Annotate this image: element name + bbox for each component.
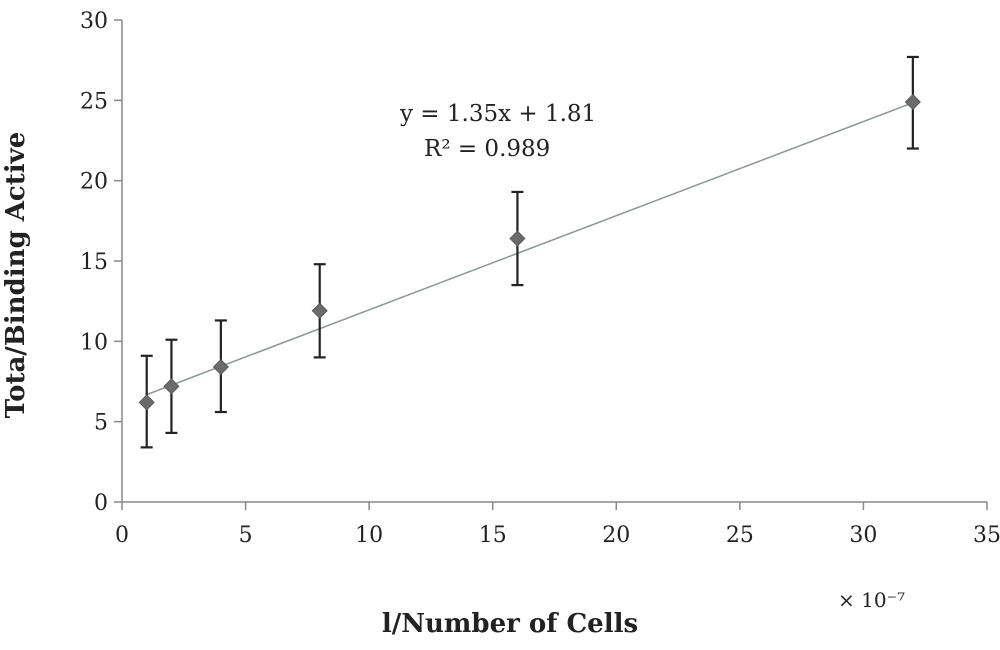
data-point-marker (904, 93, 921, 111)
x-tick-label: 5 (239, 523, 253, 548)
trendline (146, 101, 914, 396)
y-axis-ticks: 0 5 10 15 20 25 30 (80, 9, 122, 516)
data-point-marker (509, 230, 526, 247)
x-tick-label: 25 (726, 523, 754, 548)
y-tick-label: 30 (80, 9, 108, 34)
x-tick-label: 0 (115, 523, 129, 548)
y-tick-label: 10 (80, 330, 108, 355)
x-tick-label: 30 (849, 523, 877, 548)
trendline-group (146, 101, 914, 396)
r-squared-label: R² = 0.989 (424, 136, 550, 162)
x-tick-label: 20 (602, 523, 630, 548)
x-axis-ticks: 0 5 10 15 20 25 30 35 (115, 502, 1000, 548)
data-point-marker (212, 358, 229, 376)
y-tick-label: 0 (94, 491, 108, 516)
data-point-marker (138, 394, 155, 411)
x-tick-label: 35 (973, 523, 1000, 548)
data-points (138, 93, 921, 411)
x-axis-multiplier: × 10⁻⁷ (838, 588, 905, 612)
data-point-marker (311, 302, 328, 319)
x-axis-title: l/Number of Cells (382, 609, 638, 639)
y-tick-label: 15 (80, 250, 108, 275)
data-point-marker (163, 378, 180, 395)
y-tick-label: 25 (80, 89, 108, 114)
y-tick-label: 5 (94, 411, 108, 436)
y-tick-label: 20 (80, 170, 108, 195)
x-tick-label: 15 (479, 523, 507, 548)
trendline-equation: y = 1.35x + 1.81 (399, 101, 596, 127)
y-axis-title: Tota/Binding Active (1, 132, 31, 419)
x-tick-label: 10 (355, 523, 383, 548)
axes (121, 20, 987, 503)
